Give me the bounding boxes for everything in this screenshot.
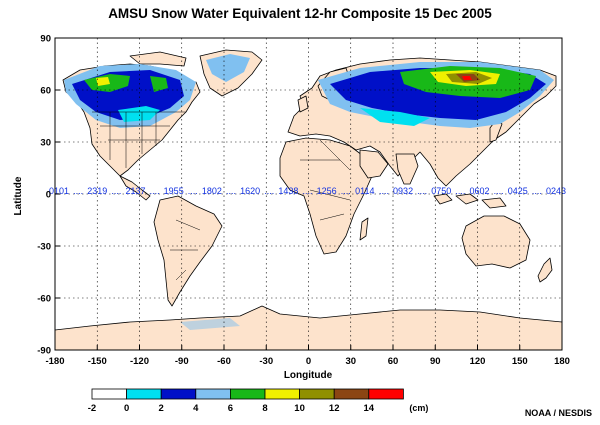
landmass-new-zealand [537,257,553,283]
time-label-separator: .... [73,186,83,196]
y-tick-label: 30 [40,138,51,149]
x-tick-label: 120 [470,356,486,367]
time-label: 0750 [431,186,451,196]
landmass-australia [461,215,531,269]
color-legend: -2 0 2 4 6 8 10 12 14 (cm) [88,388,428,414]
time-label: 0425 [508,186,528,196]
time-label: 0101 [49,186,69,196]
time-label-separator: .... [341,186,351,196]
y-tick-label: -90 [37,346,51,357]
chart-title: AMSU Snow Water Equivalent 12-hr Composi… [108,6,492,21]
legend-swatch [299,388,335,400]
x-tick-label: -90 [175,356,189,367]
time-label-separator: .... [188,186,198,196]
snow-patch-na-yellow [96,77,110,86]
legend-swatch [126,388,162,400]
legend-swatch [160,388,197,400]
landmass-central-america [119,175,151,201]
time-label-separator: .... [417,186,427,196]
legend-label: 14 [364,403,375,414]
time-label: 0602 [470,186,490,196]
landmass-uk [297,95,309,113]
y-tick-label: -60 [37,294,51,305]
x-tick-label: 90 [430,356,441,367]
landmass-madagascar [359,217,369,241]
time-label-separator: .... [532,186,542,196]
snow-patch-eu-cyan [360,108,430,126]
time-label: 1256 [317,186,337,196]
legend-label: 2 [159,403,164,414]
snow-patch-greenland [206,54,250,82]
x-tick-label: -180 [45,356,64,367]
time-label-separator: .... [111,186,121,196]
snow-patch-antarctica [180,318,240,330]
time-label: 1802 [202,186,222,196]
time-label: 0932 [393,186,413,196]
time-label-separator: .... [379,186,389,196]
legend-label: 0 [124,403,129,414]
time-label-separator: .... [264,186,274,196]
x-tick-label: 30 [345,356,356,367]
legend-swatch [264,388,300,400]
time-label-separator: .... [455,186,465,196]
time-label: 2137 [125,186,145,196]
snow-patch-eu-red [462,76,472,80]
grid-lines [55,38,562,350]
legend-label: 10 [294,403,305,414]
legend-swatch [368,388,404,400]
landmass-south-america [153,195,223,307]
legend-unit: (cm) [409,403,428,413]
legend-swatch [229,388,266,400]
credit-text: NOAA / NESDIS [524,408,592,418]
time-label-separator: .... [226,186,236,196]
time-labels: 0101.... 2319.... 2137.... 1955.... 1802....… [49,186,566,196]
time-label: 1620 [240,186,260,196]
y-axis-label: Latitude [13,176,24,215]
x-tick-label: 150 [512,356,528,367]
landmass-arabia [359,149,389,179]
time-label: 0114 [355,186,374,196]
time-label: 2319 [87,186,107,196]
x-tick-label: -60 [217,356,231,367]
y-tick-label: 90 [40,34,51,45]
landmass-africa [279,137,373,255]
landmass-indonesia [433,193,507,209]
legend-swatch [91,388,127,400]
x-tick-label: -150 [88,356,107,367]
legend-label: 4 [193,403,199,414]
y-tick-label: 0 [46,190,51,201]
snow-patch-na-cyan [118,106,160,122]
x-tick-label: 180 [554,356,570,367]
time-label-separator: .... [302,186,312,196]
time-label: 1438 [278,186,298,196]
legend-swatch [333,388,370,400]
legend-label: 6 [228,403,233,414]
x-tick-label: 60 [388,356,399,367]
y-tick-label: -30 [37,242,51,253]
legend-label: 12 [329,403,340,414]
landmass-india [395,153,419,185]
legend-label: -2 [88,403,96,414]
time-label-separator: .... [494,186,504,196]
legend-label: 8 [262,403,267,414]
axis-ticks: -180 -150 -120 -90 -60 -30 0 30 60 90 120 150 180 90 6… [37,34,570,368]
x-axis-label: Longitude [284,370,333,381]
y-tick-label: 60 [40,86,51,97]
x-tick-label: 0 [306,356,311,367]
time-label: 0243 [546,186,566,196]
boundary-lines [92,111,351,281]
x-tick-label: -30 [259,356,273,367]
time-label: 1955 [164,186,184,196]
time-label-separator: .... [150,186,160,196]
x-tick-label: -120 [130,356,149,367]
legend-swatch [195,388,231,400]
